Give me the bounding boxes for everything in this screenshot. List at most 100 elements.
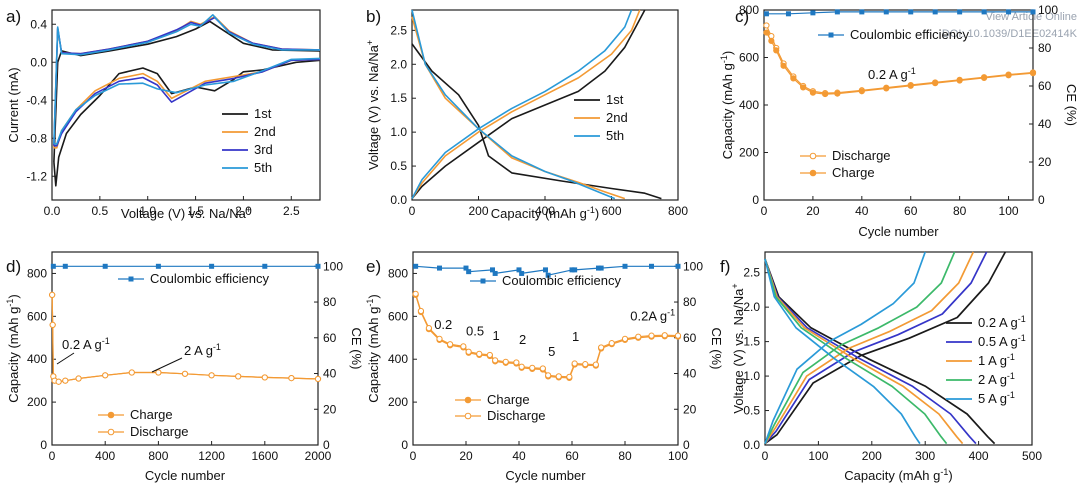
x-tick-label: 2.0 bbox=[235, 204, 252, 218]
series-discharge-point bbox=[529, 364, 536, 371]
y2-tick-label: 80 bbox=[323, 295, 337, 309]
legend-ce-swatch-marker bbox=[480, 278, 486, 284]
cv-2nd-cathodic bbox=[53, 58, 321, 149]
x-tick-label: 500 bbox=[1022, 449, 1042, 463]
series-discharge-point bbox=[49, 321, 56, 329]
ce-series-point bbox=[490, 267, 495, 273]
series-charge-point bbox=[790, 75, 797, 82]
legend-5th-label: 5th bbox=[254, 160, 272, 175]
panel-c: 0 20 40 60 80 100 0 200 400 600 800 0 20 40 60 80 100 CE … bbox=[719, 3, 1079, 239]
series-charge-point bbox=[932, 80, 939, 87]
series-discharge-point bbox=[648, 332, 655, 339]
x-axis-label: Capacity (mAh g-1) bbox=[491, 205, 599, 221]
legend-1st-label: 1st bbox=[606, 92, 624, 107]
series-discharge-line bbox=[415, 293, 679, 378]
rate-label: 1 bbox=[572, 329, 579, 344]
y-tick-label: 600 bbox=[27, 309, 47, 323]
series-discharge-point bbox=[425, 325, 432, 332]
y-axis-label: Capacity (mAh g-1) bbox=[5, 294, 21, 402]
y-axis-label: Voltage (V) vs. Na/Na+ bbox=[365, 40, 381, 170]
y-tick-label: -0.4 bbox=[26, 93, 47, 107]
x-axis-label: Cycle number bbox=[505, 468, 586, 483]
ce-series-point bbox=[102, 263, 108, 269]
plot-frame bbox=[51, 9, 321, 201]
series-charge-point bbox=[980, 74, 988, 82]
series-charge-point bbox=[773, 47, 780, 54]
rate-gcd-discharge-3 bbox=[764, 258, 948, 445]
y2-axis-label: CE (%) bbox=[709, 328, 724, 370]
series-discharge-point bbox=[62, 377, 69, 384]
legend-2nd-label: 2nd bbox=[254, 124, 276, 139]
ce-series-point bbox=[262, 263, 268, 269]
series-discharge-point bbox=[592, 361, 599, 368]
ce-series-point bbox=[1030, 9, 1036, 15]
ce-series-point bbox=[649, 263, 654, 269]
rate-label: 0.2A g-1 bbox=[630, 308, 675, 324]
y-axis-label: Capacity (mAh g-1) bbox=[719, 51, 735, 159]
ce-series-point bbox=[622, 263, 628, 269]
y2-tick-label: 80 bbox=[683, 295, 697, 309]
series-discharge-point bbox=[155, 369, 162, 376]
legend-rate-0-label: 0.2 A g-1 bbox=[978, 314, 1026, 330]
x-tick-label: 0 bbox=[410, 449, 417, 463]
ce-series-point bbox=[62, 263, 68, 269]
x-tick-label: 20 bbox=[806, 204, 820, 218]
series-discharge-point bbox=[314, 375, 322, 383]
y-tick-label: -1.2 bbox=[26, 169, 47, 183]
ce-series-point bbox=[413, 263, 419, 269]
legend-1st-label: 1st bbox=[254, 106, 272, 121]
x-tick-label: 60 bbox=[565, 449, 579, 463]
y-tick-label: 0.4 bbox=[30, 17, 47, 31]
gcd-1st-charge bbox=[411, 9, 646, 200]
ce-series-point bbox=[492, 270, 498, 276]
rate-label: 5 bbox=[548, 344, 555, 359]
x-tick-label: 0.0 bbox=[44, 204, 61, 218]
series-discharge-point bbox=[598, 344, 605, 351]
series-discharge-point bbox=[571, 360, 578, 367]
legend-charge-label: Charge bbox=[832, 165, 875, 180]
y-tick-label: 2.5 bbox=[743, 266, 760, 280]
gcd-2nd-charge bbox=[411, 9, 641, 200]
legend-ce-label: Coulombic efficiency bbox=[502, 273, 621, 288]
y2-tick-label: 60 bbox=[1038, 79, 1052, 93]
legend-rate-3-label: 2 A g-1 bbox=[978, 371, 1015, 387]
y-tick-label: 0.5 bbox=[743, 404, 760, 418]
panel-label-c: c) bbox=[735, 7, 749, 26]
legend-rate-1-label: 0.5 A g-1 bbox=[978, 333, 1026, 349]
ce-series-point bbox=[572, 267, 578, 273]
x-axis-label: Capacity (mAh g-1) bbox=[844, 467, 952, 483]
x-tick-label: 40 bbox=[512, 449, 526, 463]
y2-tick-label: 100 bbox=[1038, 3, 1058, 17]
series-charge-point bbox=[858, 88, 865, 95]
rate-gcd-discharge-0 bbox=[764, 258, 996, 445]
series-charge-point bbox=[883, 85, 890, 92]
panel-label-a: a) bbox=[6, 7, 21, 26]
y2-tick-label: 40 bbox=[1038, 117, 1052, 131]
series-discharge-point bbox=[635, 333, 642, 340]
panel-f: 0 100 200 300 400 500 0.0 0.5 1.0 1.5 2.0 2.5 0.2 A … bbox=[730, 251, 1042, 483]
series-discharge-point bbox=[261, 374, 268, 381]
cv-5th-anodic bbox=[53, 14, 320, 144]
ce-series-point bbox=[957, 9, 963, 15]
series-discharge-point bbox=[447, 341, 454, 348]
series-discharge-point bbox=[288, 374, 295, 382]
y2-tick-label: 60 bbox=[683, 331, 697, 345]
ce-series-point bbox=[519, 270, 525, 276]
x-tick-label: 80 bbox=[953, 204, 967, 218]
legend-discharge-label: Discharge bbox=[832, 148, 891, 163]
gcd-5th-discharge bbox=[411, 9, 616, 200]
y-tick-label: 400 bbox=[388, 352, 408, 366]
y2-tick-label: 0 bbox=[683, 438, 690, 452]
series-charge-point bbox=[780, 62, 787, 69]
series-charge-point bbox=[768, 37, 775, 44]
ce-series-point bbox=[1006, 9, 1012, 15]
series-discharge-point bbox=[412, 290, 419, 297]
series-discharge-point bbox=[545, 372, 552, 379]
ce-series-point bbox=[437, 265, 442, 271]
x-tick-label: 1600 bbox=[251, 449, 278, 463]
series-discharge-point bbox=[75, 375, 82, 382]
legend-discharge-swatch-marker bbox=[107, 428, 115, 436]
x-tick-label: 800 bbox=[668, 204, 688, 218]
x-tick-label: 0 bbox=[761, 204, 768, 218]
ce-series-point bbox=[516, 267, 522, 273]
